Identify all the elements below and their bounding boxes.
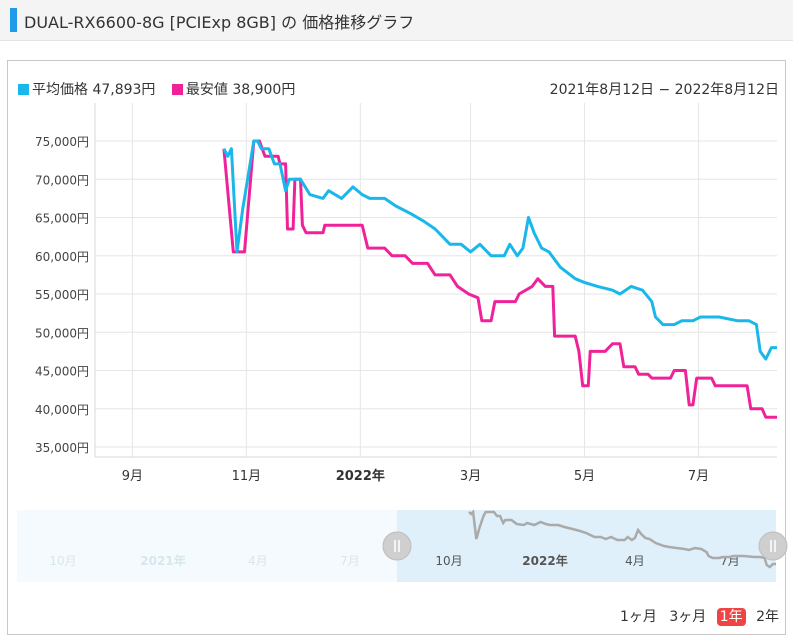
legend-label-min: 最安値 38,900円 xyxy=(185,82,296,98)
x-tick-label: 5月 xyxy=(574,469,595,484)
navigator-outside xyxy=(17,510,397,582)
legend-item-avg[interactable]: 平均価格 47,893円 xyxy=(18,82,155,98)
range-button-1y[interactable]: 1年 xyxy=(716,608,746,626)
series-line-min xyxy=(222,139,777,419)
page-title: DUAL-RX6600-8G [PCIExp 8GB] の 価格推移グラフ xyxy=(24,13,415,32)
y-tick-label: 75,000円 xyxy=(35,135,89,149)
x-tick-label: 3月 xyxy=(460,469,481,484)
navigator-label: 10月 xyxy=(49,554,76,568)
navigator-label: 2022年 xyxy=(522,553,567,568)
y-tick-label: 70,000円 xyxy=(35,173,89,187)
y-tick-label: 40,000円 xyxy=(35,403,89,417)
x-tick-label: 9月 xyxy=(122,469,143,484)
legend-label-avg: 平均価格 47,893円 xyxy=(32,82,156,98)
y-tick-label: 50,000円 xyxy=(35,326,89,340)
legend-swatch-min xyxy=(171,84,183,95)
x-tick-label: 11月 xyxy=(232,469,262,484)
range-button-2y[interactable]: 2年 xyxy=(756,609,779,625)
header-accent-bar xyxy=(10,8,17,32)
legend-item-min[interactable]: 最安値 38,900円 xyxy=(171,82,296,98)
y-tick-label: 45,000円 xyxy=(35,365,89,379)
range-button-1m[interactable]: 1ヶ月 xyxy=(619,609,657,625)
navigator-label: 4月 xyxy=(248,554,268,568)
y-tick-label: 65,000円 xyxy=(35,212,89,226)
y-tick-label: 35,000円 xyxy=(35,441,89,455)
range-button-3m[interactable]: 3ヶ月 xyxy=(669,609,707,625)
series-group xyxy=(222,139,777,419)
navigator-left-handle[interactable] xyxy=(382,531,412,561)
navigator-label: 7月 xyxy=(340,554,360,568)
navigator-label: 2021年 xyxy=(140,553,185,568)
navigator-label: 4月 xyxy=(625,554,645,568)
range-selector: 1ヶ月 3ヶ月 1年 2年 xyxy=(614,606,781,626)
page-header: DUAL-RX6600-8G [PCIExp 8GB] の 価格推移グラフ xyxy=(0,0,793,41)
series-line-avg xyxy=(222,139,777,361)
x-tick-label: 2022年 xyxy=(336,468,385,484)
y-tick-label: 55,000円 xyxy=(35,288,89,302)
navigator-right-handle[interactable] xyxy=(758,531,788,561)
x-tick-label: 7月 xyxy=(688,469,709,484)
date-range: 2021年8月12日 − 2022年8月12日 xyxy=(549,82,779,98)
legend-swatch-avg xyxy=(18,84,29,95)
navigator-series-line xyxy=(468,509,776,569)
y-tick-label: 60,000円 xyxy=(35,250,89,264)
navigator-window xyxy=(397,510,776,582)
chart-legend: 平均価格 47,893円 最安値 38,900円 xyxy=(18,79,307,99)
navigator-label: 10月 xyxy=(435,554,462,568)
